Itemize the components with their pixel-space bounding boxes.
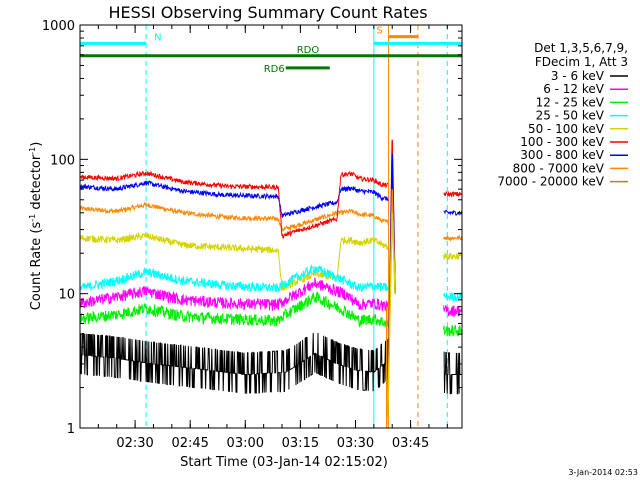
legend-label: 50 - 100 keV <box>528 122 605 136</box>
x-tick-label: 03:15 <box>282 436 319 451</box>
y-tick-label: 1 <box>67 422 75 437</box>
y-tick-label: 100 <box>50 153 75 168</box>
series-line-100-300kev <box>79 170 463 240</box>
series-line-800-7000kev <box>79 201 463 243</box>
legend-header-line-2: FDecim 1, Att 3 <box>535 55 628 69</box>
flare-spike-3 <box>387 212 396 418</box>
axes: 02:30 02:45 03:00 03:15 03:30 03:45 1 10 100 1000 <box>42 19 462 451</box>
legend-label: 3 - 6 keV <box>551 69 605 83</box>
legend-label: 25 - 50 keV <box>536 109 605 123</box>
y-axis-label: Count Rate (s-1 detector-1) <box>28 142 44 311</box>
legend: Det 1,3,5,6,7,9, FDecim 1, Att 3 3 - 6 k… <box>497 41 628 189</box>
x-tick-label: 03:30 <box>337 436 374 451</box>
series-line-6-12kev <box>79 277 463 318</box>
status-label-s: S <box>377 26 383 37</box>
series-line-300-800kev <box>79 180 463 218</box>
legend-header-line-1: Det 1,3,5,6,7,9, <box>534 41 628 55</box>
x-axis-label: Start Time (03-Jan-14 02:15:02) <box>180 455 388 470</box>
plot-frame <box>79 24 463 429</box>
status-label-n: N <box>154 32 161 43</box>
x-tick-label: 03:00 <box>227 436 264 451</box>
plot-data <box>79 25 463 428</box>
legend-label: 6 - 12 keV <box>543 82 605 96</box>
legend-label: 12 - 25 keV <box>536 95 605 109</box>
legend-label: 300 - 800 keV <box>520 148 604 162</box>
chart-title: HESSI Observing Summary Count Rates <box>108 3 427 22</box>
series-line-12-25kev <box>79 291 463 337</box>
status-label-rd6: RD6 <box>264 64 285 75</box>
legend-label: 7000 - 20000 keV <box>497 175 604 189</box>
x-tick-label: 02:45 <box>171 436 208 451</box>
x-tick-label: 03:45 <box>392 436 429 451</box>
legend-label: 800 - 7000 keV <box>513 161 605 175</box>
date-stamp: 3-Jan-2014 02:53 <box>568 468 638 477</box>
series-line-50-100kev <box>79 232 463 291</box>
x-tick-label: 02:30 <box>116 436 153 451</box>
series-line-25-50kev <box>79 264 462 303</box>
y-tick-label: 1000 <box>42 19 75 34</box>
legend-label: 100 - 300 keV <box>520 135 604 149</box>
series-line-3-6kev <box>79 332 462 395</box>
status-bars: N RDO RD6 S <box>80 26 462 75</box>
status-label-rdo: RDO <box>297 45 320 56</box>
y-tick-label: 10 <box>58 288 75 303</box>
